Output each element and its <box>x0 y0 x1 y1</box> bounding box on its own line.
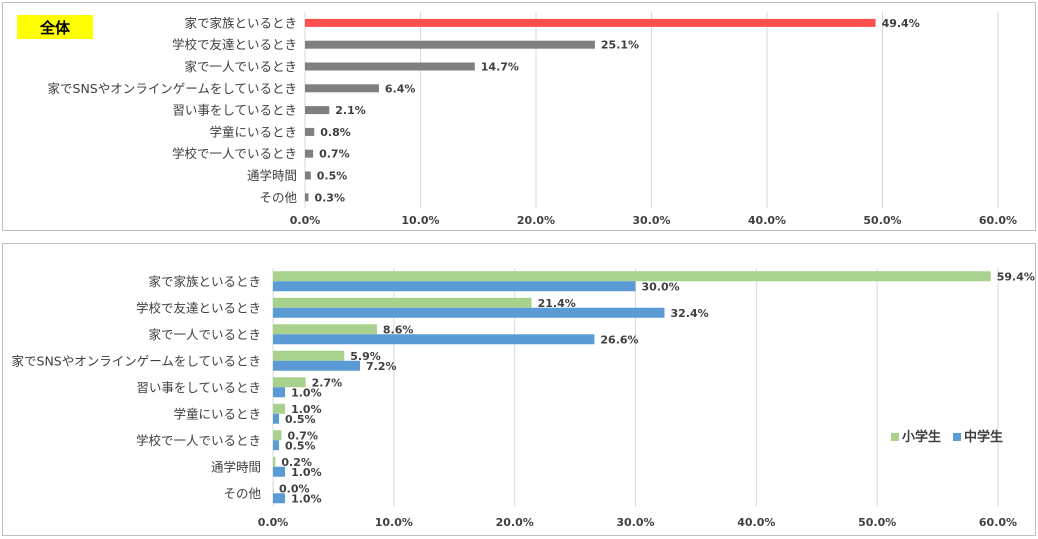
x-tick-label: 0.0% <box>290 214 321 227</box>
category-label: 家でSNSやオンラインゲームをしているとき <box>48 81 297 96</box>
category-label: 学童にいるとき <box>173 406 261 421</box>
x-tick-label: 0.0% <box>258 516 289 529</box>
x-tick-label: 30.0% <box>632 214 670 227</box>
bar <box>273 324 377 335</box>
overall-badge: 全体 <box>17 15 93 39</box>
bar <box>305 18 876 27</box>
category-label: 家でSNSやオンラインゲームをしているとき <box>12 353 261 368</box>
bar <box>273 360 360 371</box>
data-label: 2.1% <box>335 104 366 117</box>
data-label: 0.3% <box>314 191 345 204</box>
legend-label: 中学生 <box>964 429 1003 445</box>
bar <box>273 387 286 398</box>
data-label: 1.0% <box>291 466 322 479</box>
category-label: 通学時間 <box>247 168 297 183</box>
bar <box>273 456 276 467</box>
bar <box>273 377 306 388</box>
x-tick-label: 60.0% <box>979 214 1017 227</box>
bar <box>305 40 595 49</box>
data-label: 0.5% <box>285 413 316 426</box>
data-label: 0.5% <box>285 439 316 452</box>
bar <box>273 350 345 361</box>
bar <box>305 127 315 136</box>
x-tick-label: 10.0% <box>401 214 439 227</box>
data-label: 0.8% <box>320 126 351 139</box>
category-label: 学校で友達といるとき <box>172 37 297 52</box>
bar <box>273 430 282 441</box>
bar <box>305 106 330 115</box>
data-label: 1.0% <box>291 403 322 416</box>
data-label: 1.0% <box>291 492 322 505</box>
data-label: 30.0% <box>642 280 680 293</box>
x-tick-label: 10.0% <box>375 516 413 529</box>
category-label: 通学時間 <box>211 459 261 474</box>
data-label: 6.4% <box>385 82 416 95</box>
x-tick-label: 50.0% <box>863 214 901 227</box>
bar <box>273 493 286 504</box>
category-label: 家で家族といるとき <box>184 15 297 30</box>
x-tick-label: 20.0% <box>496 516 534 529</box>
bar <box>273 271 991 282</box>
data-label: 32.4% <box>671 307 709 320</box>
chart-panel-by-school: 0.0% 10.0% 20.0% 30.0% 40.0% 50.0% 60.0% 家で家族とい… <box>2 243 1036 536</box>
category-label: 家で一人でいるとき <box>148 327 261 342</box>
data-label: 0.7% <box>287 429 318 442</box>
legend-swatch <box>891 433 899 441</box>
data-label: 25.1% <box>601 39 639 52</box>
data-label: 1.0% <box>291 386 322 399</box>
category-label: 学校で友達といるとき <box>136 300 261 315</box>
bar <box>305 171 311 180</box>
data-label: 5.9% <box>350 350 381 363</box>
category-label: 家で家族といるとき <box>148 274 261 289</box>
data-label: 14.7% <box>481 61 519 74</box>
data-label: 0.2% <box>281 456 312 469</box>
category-label: その他 <box>223 486 261 501</box>
bar <box>273 440 280 451</box>
bar <box>305 84 379 93</box>
data-label: 21.4% <box>538 297 576 310</box>
category-label: 学童にいるとき <box>209 124 297 139</box>
category-label: 学校で一人でいるとき <box>136 433 261 448</box>
x-tick-label: 50.0% <box>858 516 896 529</box>
school-comparison-bar-chart: 0.0% 10.0% 20.0% 30.0% 40.0% 50.0% 60.0% 家で家族とい… <box>12 268 1035 529</box>
overall-bar-chart: 0.0% 10.0% 20.0% 30.0% 40.0% 50.0% 60.0% 家で家族とい… <box>48 12 1017 227</box>
bar <box>273 466 286 477</box>
x-tick-label: 40.0% <box>748 214 786 227</box>
category-label: 習い事をしているとき <box>172 103 297 118</box>
legend-label: 小学生 <box>902 429 941 445</box>
data-label: 59.4% <box>997 270 1035 283</box>
data-label: 26.6% <box>600 333 638 346</box>
x-tick-label: 60.0% <box>979 516 1017 529</box>
x-tick-label: 30.0% <box>616 516 654 529</box>
bar <box>305 149 314 158</box>
legend-swatch <box>953 433 961 441</box>
category-label: 学校で一人でいるとき <box>172 146 297 161</box>
data-label: 2.7% <box>312 376 343 389</box>
category-label: 家で一人でいるとき <box>184 59 297 74</box>
bar <box>305 62 475 71</box>
bar <box>273 297 532 308</box>
bar <box>273 413 280 424</box>
data-label: 0.0% <box>279 482 310 495</box>
bar <box>273 483 274 494</box>
bar <box>305 193 309 202</box>
x-tick-label: 40.0% <box>737 516 775 529</box>
data-label: 0.5% <box>317 170 348 183</box>
data-label: 8.6% <box>383 323 414 336</box>
chart-panel-overall: 全体 0.0% 10.0% 20.0% 30.0% 40.0% 50.0% 60.0% 家で家… <box>2 2 1036 231</box>
category-label: 習い事をしているとき <box>136 380 261 395</box>
data-label: 49.4% <box>882 17 920 30</box>
data-label: 7.2% <box>366 360 397 373</box>
bar <box>273 307 665 318</box>
category-label: その他 <box>259 190 297 205</box>
x-tick-label: 20.0% <box>517 214 555 227</box>
bar <box>273 403 286 414</box>
bar <box>273 281 636 292</box>
data-label: 0.7% <box>319 148 350 161</box>
bar <box>273 334 595 345</box>
